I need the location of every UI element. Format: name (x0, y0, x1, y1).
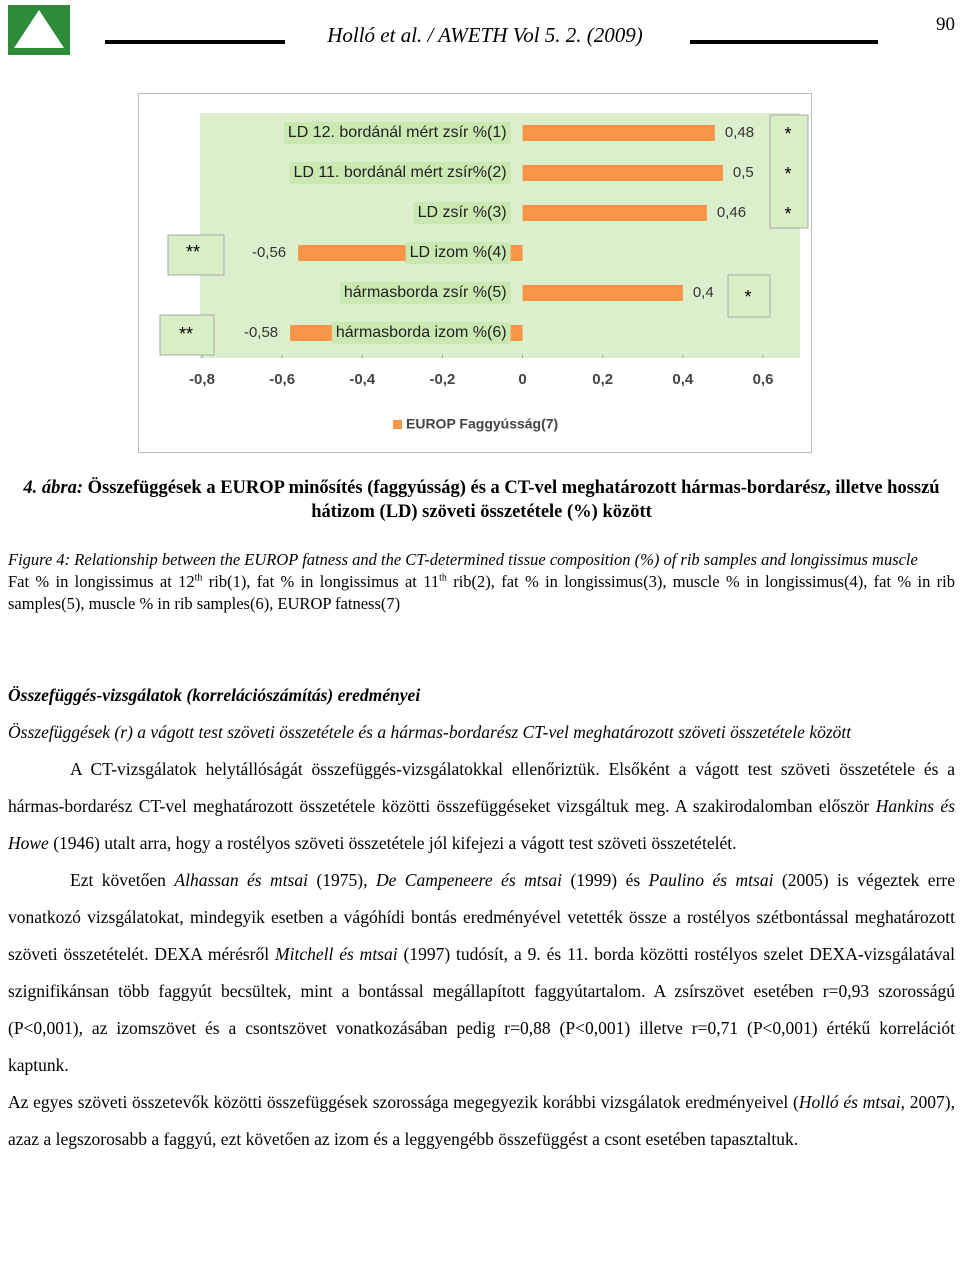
x-tick-label: 0 (518, 371, 526, 388)
subheading: Összefüggések (r) a vágott test szöveti … (8, 722, 852, 742)
text: Az egyes szöveti összetevők közötti össz… (8, 1092, 799, 1112)
citation: Alhassan és mtsai (174, 870, 308, 890)
x-tick-label: -0,8 (189, 371, 215, 388)
caption-text: Összefüggések a EUROP minősítés (faggyús… (87, 478, 940, 522)
page-number: 90 (936, 14, 955, 35)
caption-en-title: Figure 4: Relationship between the EUROP… (8, 550, 918, 569)
citation: Mitchell és mtsai (275, 944, 398, 964)
category-label-box (405, 242, 511, 264)
category-label: LD izom %(4) (410, 244, 507, 261)
category-label: LD 11. bordánál mért zsír%(2) (293, 164, 506, 181)
annotation-box (769, 114, 809, 229)
annotation-box (727, 274, 771, 318)
category-label-box (283, 122, 511, 144)
category-label-box (289, 162, 511, 184)
value-label: 0,4 (693, 284, 714, 301)
logo-mark (14, 10, 64, 48)
plot-area (200, 113, 800, 358)
text: (1999) és (562, 870, 649, 890)
chart-frame (138, 93, 812, 453)
text: Fat % in longissimus at 12 (8, 572, 195, 591)
category-label-box (339, 282, 511, 304)
value-label: 0,48 (725, 124, 754, 141)
text: (1946) utalt arra, hogy a rostélyos szöv… (48, 833, 737, 853)
chart: -0,8 -0,6 -0,4 -0,2 0 0,2 0,4 0,6 LD 12. bordáná… (138, 93, 812, 453)
legend-swatch (393, 420, 402, 429)
x-tick-label: -0,2 (429, 371, 455, 388)
x-tick-label: 0,2 (592, 371, 613, 388)
category-label-box (331, 322, 511, 344)
annotation: * (784, 164, 791, 184)
text: A CT-vizsgálatok helytállóságát összefüg… (8, 759, 955, 816)
bar (522, 205, 707, 221)
text: rib(1), fat % in longissimus at 11 (202, 572, 440, 591)
annotation: * (784, 124, 791, 144)
value-label: 0,46 (717, 204, 746, 221)
annotation: ** (186, 242, 200, 262)
text: (1997) tudósít, a 9. és 11. borda között… (8, 944, 955, 1075)
bar (522, 165, 723, 181)
paragraph: Az egyes szöveti összetevők közötti össz… (8, 1084, 955, 1158)
category-label: hármasborda zsír %(5) (344, 284, 507, 301)
category-label: LD 12. bordánál mért zsír %(1) (288, 124, 507, 141)
sup: th (439, 572, 447, 584)
header-rule (105, 40, 285, 44)
bar (522, 125, 715, 141)
text: 2007), azaz a legszorosabb a faggyú, ezt… (8, 1092, 955, 1149)
citation: Paulino és mtsai (648, 870, 774, 890)
annotation: * (744, 287, 751, 307)
x-tick-label: 0,4 (672, 371, 694, 388)
legend-label: EUROP Faggyússág(7) (406, 416, 558, 432)
x-tick-label: -0,4 (349, 371, 376, 388)
citation: Holló és mtsai, (798, 1092, 906, 1112)
citation: De Campeneere és mtsai (375, 870, 563, 890)
body: Összefüggés-vizsgálatok (korrelációszámí… (8, 677, 955, 1158)
header-rule (690, 40, 878, 44)
category-label: LD zsír %(3) (418, 204, 507, 221)
value-label: -0,56 (252, 244, 286, 261)
annotation: ** (179, 324, 193, 344)
paragraph: A CT-vizsgálatok helytállóságát összefüg… (8, 751, 955, 862)
paragraphs: A CT-vizsgálatok helytállóságát összefüg… (8, 751, 955, 1158)
text: Ezt követően (70, 870, 175, 890)
paragraph: Ezt követően Alhassan és mtsai (1975), D… (8, 862, 955, 1084)
category-label: hármasborda izom %(6) (336, 324, 507, 341)
header-title: Holló et al. / AWETH Vol 5. 2. (2009) (326, 23, 643, 47)
text: (1975), (307, 870, 376, 890)
caption-hu: 4. ábra: Összefüggések a EUROP minősítés… (8, 476, 955, 524)
text: rib(2), fat % in longissimus(3), muscle … (8, 572, 955, 613)
caption-en: Figure 4: Relationship between the EUROP… (8, 549, 955, 615)
value-label: 0,5 (733, 164, 754, 181)
sup: th (194, 572, 203, 584)
citation: Hankins és Howe (8, 796, 956, 853)
x-tick-label: -0,6 (269, 371, 295, 388)
heading: Összefüggés-vizsgálatok (korrelációszámí… (8, 685, 421, 705)
text: (2005) is végeztek erre vonatkozó vizsgá… (8, 870, 956, 964)
category-label-box (413, 202, 511, 224)
caption-en-body: Fat % in longissimus at 12th rib(1), fat… (8, 571, 955, 615)
annotation-box (167, 234, 225, 276)
annotation-box (159, 314, 215, 356)
bar (522, 285, 683, 301)
header: Holló et al. / AWETH Vol 5. 2. (2009) 90 (8, 5, 955, 55)
caption-label: 4. ábra: (23, 478, 84, 498)
annotation: * (784, 204, 791, 224)
x-tick-label: 0,6 (753, 371, 774, 388)
value-label: -0,58 (244, 324, 278, 341)
